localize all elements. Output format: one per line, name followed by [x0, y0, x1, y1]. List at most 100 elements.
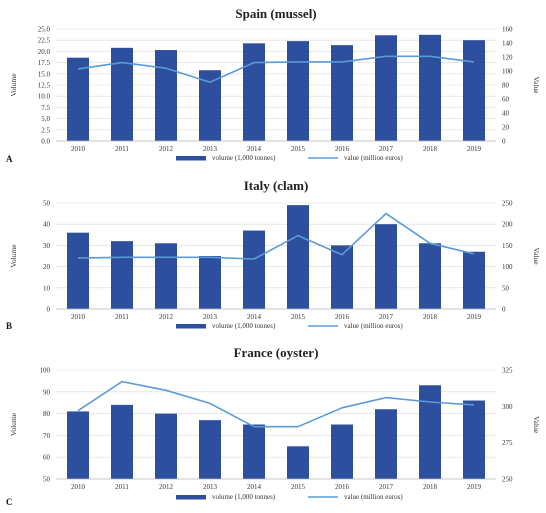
bar-2013: [199, 420, 221, 479]
x-tick-label: 2011: [115, 483, 129, 491]
bar-2016: [331, 45, 353, 141]
chart-title: France (oyster): [234, 345, 319, 360]
x-tick-label: 2016: [335, 313, 350, 321]
bar-2015: [287, 41, 309, 141]
x-tick-label: 2016: [335, 483, 350, 491]
x-tick-label: 2018: [423, 145, 438, 153]
x-tick-label: 2017: [379, 483, 394, 491]
x-tick-label: 2010: [71, 145, 86, 153]
x-tick-label: 2016: [335, 145, 350, 153]
legend-label-value: value (million euros): [344, 154, 403, 162]
y2-tick-label: 0: [502, 306, 506, 314]
y2-tick-label: 200: [502, 221, 513, 229]
bar-2019: [463, 40, 485, 141]
y2-tick-label: 40: [502, 110, 510, 118]
x-tick-label: 2017: [379, 145, 394, 153]
x-tick-label: 2018: [423, 313, 438, 321]
y-axis-label: Volume: [9, 73, 18, 97]
x-tick-label: 2012: [159, 483, 174, 491]
bar-2017: [375, 409, 397, 479]
x-tick-label: 2017: [379, 313, 394, 321]
y2-tick-label: 80: [502, 82, 510, 90]
y-tick-label: 20.0: [38, 48, 51, 56]
y2-tick-label: 50: [502, 284, 510, 292]
legend-label-volume: volume (1,000 tonnes): [212, 154, 276, 162]
bar-2010: [67, 58, 89, 141]
value-line: [78, 382, 474, 427]
x-tick-label: 2013: [203, 145, 218, 153]
bar-2011: [111, 48, 133, 141]
y-tick-label: 0: [47, 306, 51, 314]
legend-label-value: value (million euros): [344, 493, 403, 501]
bar-2014: [243, 43, 265, 141]
y-tick-label: 15.0: [38, 70, 51, 78]
y-tick-label: 0.0: [41, 138, 50, 146]
bar-2012: [155, 414, 177, 479]
y-axis-label: Volume: [9, 412, 18, 436]
panel-letter: B: [6, 321, 12, 331]
bar-2017: [375, 224, 397, 309]
x-tick-label: 2019: [467, 145, 482, 153]
y2-tick-label: 160: [502, 26, 513, 34]
bar-2013: [199, 70, 221, 141]
bar-2015: [287, 205, 309, 309]
y-tick-label: 7.5: [41, 104, 50, 112]
x-tick-label: 2012: [159, 313, 174, 321]
y2-tick-label: 140: [502, 40, 513, 48]
y-tick-label: 5.0: [41, 115, 50, 123]
y-tick-label: 2.5: [41, 126, 50, 134]
y2-tick-label: 150: [502, 242, 513, 250]
x-tick-label: 2019: [467, 313, 482, 321]
legend-swatch-volume: [176, 495, 206, 500]
bar-2012: [155, 50, 177, 141]
y-tick-label: 60: [43, 454, 51, 462]
legend: volume (1,000 tonnes) value (million euro…: [176, 322, 403, 330]
y2-tick-label: 60: [502, 96, 510, 104]
bar-2014: [243, 231, 265, 309]
x-tick-label: 2019: [467, 483, 482, 491]
bar-2010: [67, 411, 89, 479]
y-tick-label: 30: [43, 242, 51, 250]
y-tick-label: 20: [43, 263, 51, 271]
x-tick-label: 2015: [291, 483, 306, 491]
bar-2019: [463, 252, 485, 309]
chart-panel-c: France (oyster)5060708090100250275300325…: [6, 345, 541, 507]
x-tick-label: 2010: [71, 483, 86, 491]
x-tick-label: 2010: [71, 313, 86, 321]
y-tick-label: 50: [43, 476, 51, 484]
x-tick-label: 2012: [159, 145, 174, 153]
bar-2011: [111, 241, 133, 309]
x-tick-label: 2015: [291, 145, 306, 153]
bar-2011: [111, 405, 133, 479]
bar-2010: [67, 233, 89, 309]
bar-2018: [419, 243, 441, 309]
x-tick-label: 2013: [203, 313, 218, 321]
y-tick-label: 25.0: [38, 26, 51, 34]
y-axis-label: Volume: [9, 244, 18, 268]
y-tick-label: 40: [43, 221, 51, 229]
y2-tick-label: 0: [502, 138, 506, 146]
chart-panel-a: Spain (mussel)0.02.55.07.510.012.515.017…: [6, 6, 541, 164]
bar-2018: [419, 385, 441, 479]
y-tick-label: 12.5: [38, 82, 51, 90]
bar-2017: [375, 35, 397, 141]
legend: volume (1,000 tonnes)value (million euro…: [176, 493, 403, 501]
y2-tick-label: 325: [502, 367, 513, 375]
chart-panel-b: Italy (clam)01020304050050100150200250Vo…: [6, 178, 541, 331]
y-tick-label: 50: [43, 200, 51, 208]
legend-label-volume: volume (1,000 tonnes): [212, 322, 276, 330]
x-tick-label: 2014: [247, 483, 262, 491]
y2-tick-label: 20: [502, 124, 510, 132]
y-tick-label: 70: [43, 432, 51, 440]
y-tick-label: 17.5: [38, 59, 51, 67]
y-tick-label: 10.0: [38, 93, 51, 101]
legend-label-value: value (million euros): [344, 322, 403, 330]
y2-tick-label: 120: [502, 54, 513, 62]
panel-letter: A: [6, 154, 13, 164]
legend-swatch-volume: [176, 324, 206, 329]
bar-2018: [419, 35, 441, 141]
x-tick-label: 2014: [247, 313, 262, 321]
y2-tick-label: 250: [502, 476, 513, 484]
bar-2019: [463, 401, 485, 479]
